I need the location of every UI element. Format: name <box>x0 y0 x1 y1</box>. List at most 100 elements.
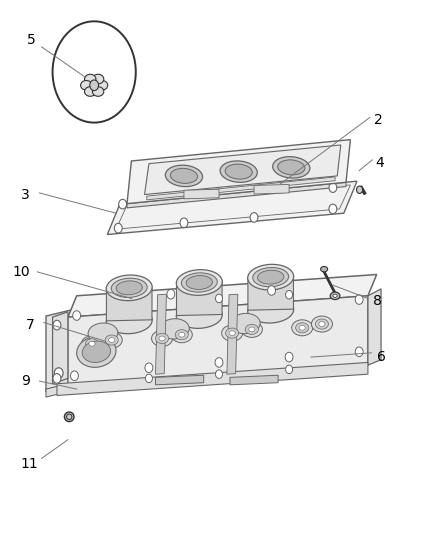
Ellipse shape <box>226 328 239 338</box>
Polygon shape <box>57 362 368 395</box>
Polygon shape <box>116 185 350 229</box>
Ellipse shape <box>278 160 305 175</box>
Circle shape <box>357 186 363 193</box>
Ellipse shape <box>152 330 173 346</box>
Circle shape <box>286 365 293 374</box>
Ellipse shape <box>175 329 188 340</box>
Ellipse shape <box>292 320 313 336</box>
Polygon shape <box>230 375 278 385</box>
Ellipse shape <box>186 276 212 289</box>
Ellipse shape <box>82 341 110 362</box>
Circle shape <box>286 290 293 299</box>
Polygon shape <box>68 296 368 386</box>
Circle shape <box>53 21 136 123</box>
Polygon shape <box>68 274 377 317</box>
Ellipse shape <box>85 87 96 96</box>
Text: 9: 9 <box>21 374 30 388</box>
Text: 10: 10 <box>12 265 30 279</box>
Circle shape <box>180 218 188 228</box>
Ellipse shape <box>179 333 185 337</box>
Ellipse shape <box>64 412 74 422</box>
Circle shape <box>145 363 153 373</box>
Circle shape <box>215 294 223 303</box>
Ellipse shape <box>248 264 293 290</box>
Text: 7: 7 <box>25 318 34 332</box>
Ellipse shape <box>315 319 328 329</box>
Circle shape <box>53 320 61 330</box>
Polygon shape <box>127 182 346 208</box>
Ellipse shape <box>159 319 189 339</box>
Ellipse shape <box>155 334 169 344</box>
Circle shape <box>215 370 223 378</box>
Ellipse shape <box>116 281 142 295</box>
Polygon shape <box>155 294 166 374</box>
Ellipse shape <box>96 80 108 90</box>
Ellipse shape <box>106 275 152 301</box>
Circle shape <box>90 80 99 91</box>
Ellipse shape <box>181 273 217 292</box>
Ellipse shape <box>77 336 116 367</box>
Ellipse shape <box>171 327 192 343</box>
Circle shape <box>54 368 63 378</box>
Ellipse shape <box>159 336 165 341</box>
Ellipse shape <box>85 74 96 84</box>
Ellipse shape <box>311 316 332 332</box>
Polygon shape <box>106 288 152 321</box>
Circle shape <box>215 358 223 367</box>
Circle shape <box>119 199 127 209</box>
Polygon shape <box>254 184 289 194</box>
Polygon shape <box>155 375 204 385</box>
Ellipse shape <box>333 294 337 297</box>
Text: 5: 5 <box>27 33 36 47</box>
Polygon shape <box>227 294 238 374</box>
Ellipse shape <box>296 322 309 333</box>
Ellipse shape <box>81 336 102 352</box>
Text: 4: 4 <box>376 156 385 169</box>
Circle shape <box>114 223 122 233</box>
Circle shape <box>355 295 363 304</box>
Ellipse shape <box>321 266 328 272</box>
Ellipse shape <box>230 313 260 334</box>
Circle shape <box>329 183 337 192</box>
Text: 11: 11 <box>21 457 39 471</box>
Ellipse shape <box>170 168 198 183</box>
Ellipse shape <box>220 161 257 182</box>
Text: 6: 6 <box>377 350 385 364</box>
Circle shape <box>285 352 293 362</box>
Ellipse shape <box>222 325 243 341</box>
Ellipse shape <box>245 324 258 335</box>
Ellipse shape <box>248 297 293 323</box>
Ellipse shape <box>319 321 325 326</box>
Ellipse shape <box>111 278 147 297</box>
Circle shape <box>71 371 78 381</box>
Ellipse shape <box>106 308 152 334</box>
Polygon shape <box>368 289 381 365</box>
Ellipse shape <box>85 339 99 349</box>
Ellipse shape <box>258 270 284 284</box>
Ellipse shape <box>273 157 310 178</box>
Ellipse shape <box>225 164 252 179</box>
Circle shape <box>73 311 81 320</box>
Polygon shape <box>248 277 293 310</box>
Polygon shape <box>127 140 350 204</box>
Ellipse shape <box>89 341 95 346</box>
Ellipse shape <box>177 270 222 295</box>
Ellipse shape <box>92 74 104 84</box>
Text: 3: 3 <box>21 188 30 201</box>
Circle shape <box>268 286 276 295</box>
Circle shape <box>145 374 152 383</box>
Ellipse shape <box>253 268 289 287</box>
Polygon shape <box>147 177 335 200</box>
Polygon shape <box>107 181 357 235</box>
Ellipse shape <box>299 325 305 330</box>
Ellipse shape <box>101 332 122 348</box>
Ellipse shape <box>330 292 340 300</box>
Ellipse shape <box>229 330 235 336</box>
Circle shape <box>250 213 258 222</box>
Text: 8: 8 <box>373 294 382 308</box>
Polygon shape <box>46 309 74 392</box>
Ellipse shape <box>166 165 202 187</box>
Polygon shape <box>184 189 219 199</box>
Polygon shape <box>177 282 222 316</box>
Circle shape <box>329 204 337 214</box>
